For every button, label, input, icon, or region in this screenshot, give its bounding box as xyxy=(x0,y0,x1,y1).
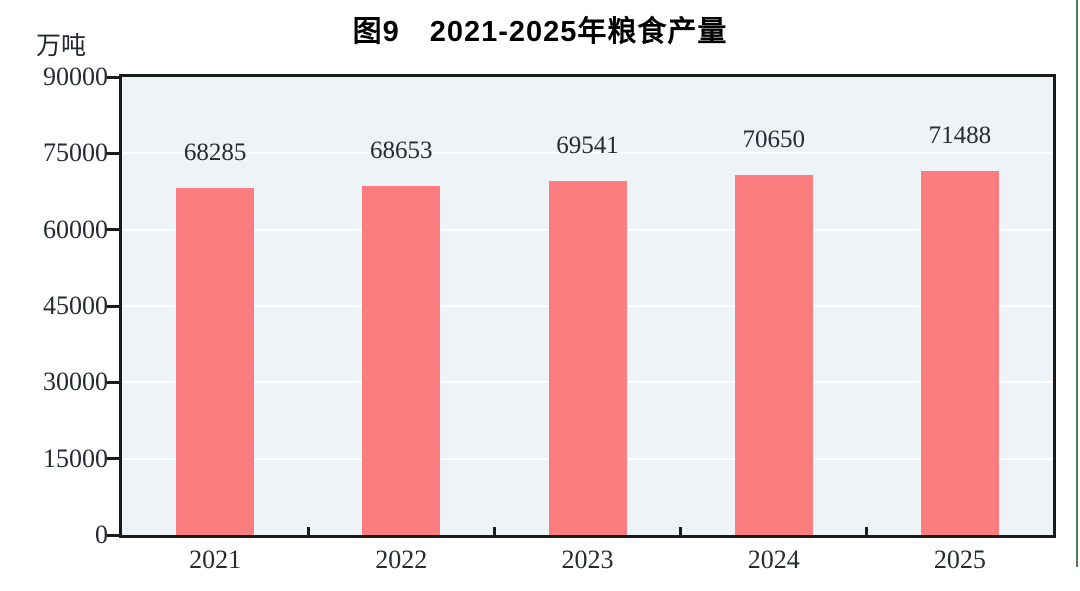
y-axis-unit-label: 万吨 xyxy=(36,33,87,60)
y-tick-mark-75000 xyxy=(107,151,119,155)
bar-2025 xyxy=(920,171,999,535)
x-tick-mark-3 xyxy=(679,527,683,535)
x-tick-label-2022: 2022 xyxy=(375,545,428,574)
x-tick-mark-1 xyxy=(306,527,310,535)
x-tick-label-2024: 2024 xyxy=(747,545,800,574)
x-tick-label-2023: 2023 xyxy=(561,545,614,574)
x-tick-label-2021: 2021 xyxy=(189,545,242,574)
y-tick-label-0: 0 xyxy=(95,520,108,549)
bar-value-label-2023: 69541 xyxy=(556,132,619,160)
y-tick-label-15000: 15000 xyxy=(43,443,108,473)
right-edge-line xyxy=(1076,0,1078,567)
y-tick-mark-30000 xyxy=(107,380,119,384)
y-tick-label-60000: 60000 xyxy=(43,214,108,244)
bar-value-label-2021: 68285 xyxy=(183,138,247,166)
bar-value-label-2024: 70650 xyxy=(742,126,805,154)
bar-value-label-2022: 68653 xyxy=(370,136,433,164)
y-tick-mark-60000 xyxy=(107,228,119,232)
y-tick-label-75000: 75000 xyxy=(43,138,108,168)
gridline-75000 xyxy=(122,152,1053,155)
bar-2021 xyxy=(176,187,255,535)
bar-value-label-2025: 71488 xyxy=(928,122,992,150)
bar-2022 xyxy=(362,185,441,535)
x-tick-mark-2 xyxy=(492,527,496,535)
y-tick-mark-90000 xyxy=(107,75,119,79)
bar-2024 xyxy=(734,175,813,535)
y-tick-label-30000: 30000 xyxy=(43,367,108,397)
chart-title: 图9 2021-2025年粮食产量 xyxy=(352,16,728,48)
bar-2023 xyxy=(548,181,627,535)
y-tick-mark-0 xyxy=(107,533,119,537)
y-tick-mark-15000 xyxy=(107,457,119,461)
y-tick-mark-45000 xyxy=(107,304,119,308)
x-tick-mark-4 xyxy=(865,527,869,535)
x-tick-label-2025: 2025 xyxy=(933,545,986,574)
y-tick-label-45000: 45000 xyxy=(43,291,108,320)
y-tick-label-90000: 90000 xyxy=(43,62,108,91)
